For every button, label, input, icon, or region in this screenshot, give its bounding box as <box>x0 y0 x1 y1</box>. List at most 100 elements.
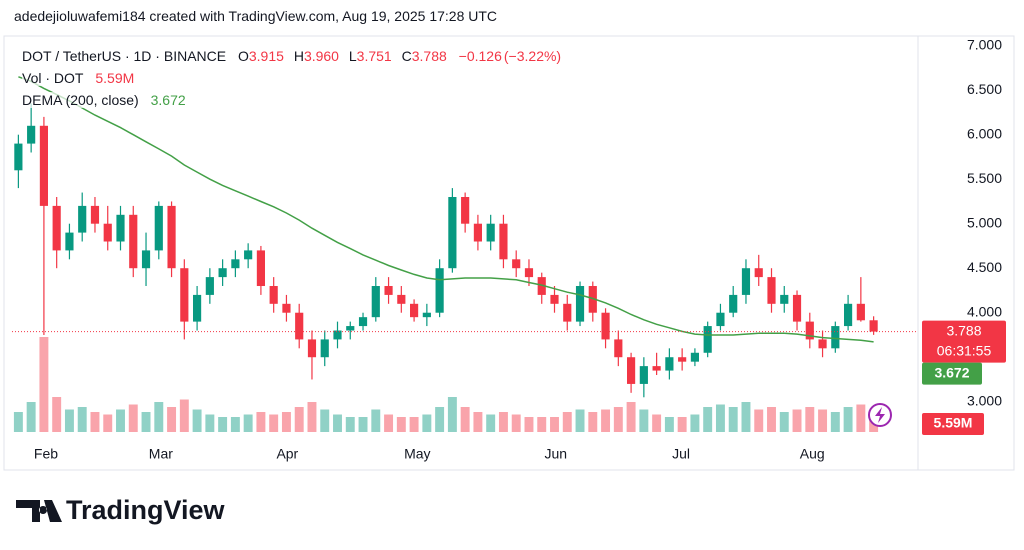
candle-body <box>499 223 508 260</box>
candle-body <box>805 321 814 340</box>
volume-bar <box>307 402 317 432</box>
volume-tag-label: 5.59M <box>934 415 973 431</box>
x-tick-label: Jul <box>672 446 690 462</box>
candle-body <box>844 303 853 327</box>
candle-body <box>116 214 125 242</box>
volume-bar <box>64 409 74 432</box>
candle-body <box>193 294 202 322</box>
value: 5.59M <box>95 70 135 86</box>
volume-bar <box>345 417 355 432</box>
candle-body <box>690 352 699 362</box>
candle-body <box>831 326 840 349</box>
volume-bar <box>690 414 700 432</box>
volume-bar <box>179 399 189 432</box>
volume-bar <box>435 407 445 432</box>
candle-body <box>856 303 865 321</box>
y-tick-label: 7.000 <box>967 36 1002 52</box>
price-tag <box>922 320 1006 363</box>
candle-body <box>678 357 687 362</box>
candle-body <box>703 326 712 353</box>
volume-bar <box>103 414 113 432</box>
candle-body <box>78 205 87 233</box>
candle-body <box>90 205 100 224</box>
volume-bar <box>358 417 368 432</box>
candle-body <box>282 303 291 313</box>
candle-body <box>27 125 36 144</box>
candle-body <box>333 330 342 340</box>
value: 3.960 <box>303 48 339 64</box>
volume-bar <box>486 414 496 432</box>
volume-bar <box>754 409 764 432</box>
candle-body <box>754 268 763 278</box>
candle-body <box>575 286 585 322</box>
candle-body <box>371 286 380 318</box>
volume-bar <box>128 404 138 432</box>
label: Vol · DOT <box>22 70 84 86</box>
x-tick-label: Aug <box>800 446 825 462</box>
volume-bar <box>281 412 291 432</box>
volume-bar <box>805 407 815 432</box>
candle-body <box>588 286 597 313</box>
volume-bar <box>396 417 406 432</box>
volume-bar <box>13 412 23 432</box>
y-tick-label: 4.500 <box>967 259 1002 275</box>
volume-bar <box>524 417 534 432</box>
candle-body <box>729 294 738 313</box>
candle-body <box>435 268 444 313</box>
x-tick-label: Feb <box>34 446 58 462</box>
candle-body <box>461 197 470 224</box>
label: L <box>348 48 357 64</box>
label: O <box>237 48 249 64</box>
y-tick-label: 3.000 <box>967 392 1002 408</box>
value: 3.788 <box>411 48 447 64</box>
candle-body <box>550 294 559 304</box>
volume-bar <box>409 417 419 432</box>
volume-bar <box>141 412 151 432</box>
volume-bar <box>843 407 853 432</box>
candle-body <box>869 320 878 332</box>
candle-body <box>563 303 572 322</box>
volume-bar <box>90 412 100 432</box>
volume-bar <box>39 337 49 432</box>
brand-logo <box>16 500 62 522</box>
candle-body <box>473 223 482 242</box>
plot: 3.0003.5004.0004.5005.0005.5006.0006.500… <box>12 36 1002 462</box>
volume-bar <box>537 417 547 432</box>
candle-body <box>410 303 419 318</box>
volume-bar <box>664 417 674 432</box>
y-tick-label: 4.000 <box>967 303 1002 319</box>
volume-bar <box>715 404 725 432</box>
volume-bar <box>167 407 177 432</box>
volume-bar <box>562 412 572 432</box>
candle-body <box>652 366 661 371</box>
candle-body <box>244 250 253 260</box>
change-pct: (−3.22%) <box>503 48 562 64</box>
candle-body <box>665 357 674 371</box>
volume-bar <box>652 414 662 432</box>
volume-bar <box>588 412 598 432</box>
candle-body <box>129 214 138 269</box>
candle-body <box>422 312 431 318</box>
candle-body <box>205 277 214 295</box>
candle-body <box>103 223 112 242</box>
volume-bar <box>473 412 483 432</box>
volume-bar <box>256 412 266 432</box>
volume-bar <box>77 407 87 432</box>
volume-bar <box>626 402 636 432</box>
candle-body <box>767 277 776 304</box>
volume-bar <box>422 414 432 432</box>
x-tick-label: May <box>404 446 430 462</box>
candle-body <box>269 286 278 304</box>
y-tick-label: 5.000 <box>967 214 1002 230</box>
candle-body <box>384 286 393 295</box>
candle-body <box>295 312 304 340</box>
volume-bar <box>460 407 470 432</box>
y-tick-label: 5.500 <box>967 170 1002 186</box>
candle-body <box>141 250 151 269</box>
x-tick-label: Apr <box>276 446 298 462</box>
candle-body <box>512 259 521 269</box>
volume-bar <box>613 407 623 432</box>
volume-bar <box>320 409 330 432</box>
candle-body <box>307 339 317 358</box>
